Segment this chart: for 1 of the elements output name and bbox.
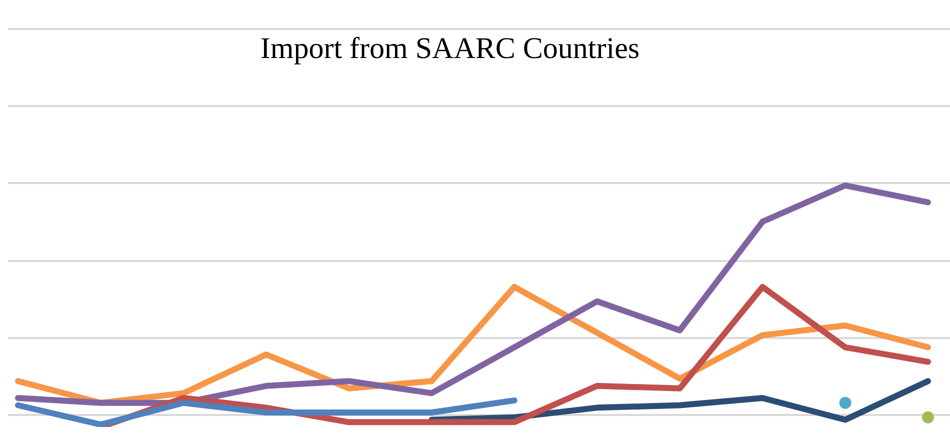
chart-title: Import from SAARC Countries <box>259 32 641 66</box>
